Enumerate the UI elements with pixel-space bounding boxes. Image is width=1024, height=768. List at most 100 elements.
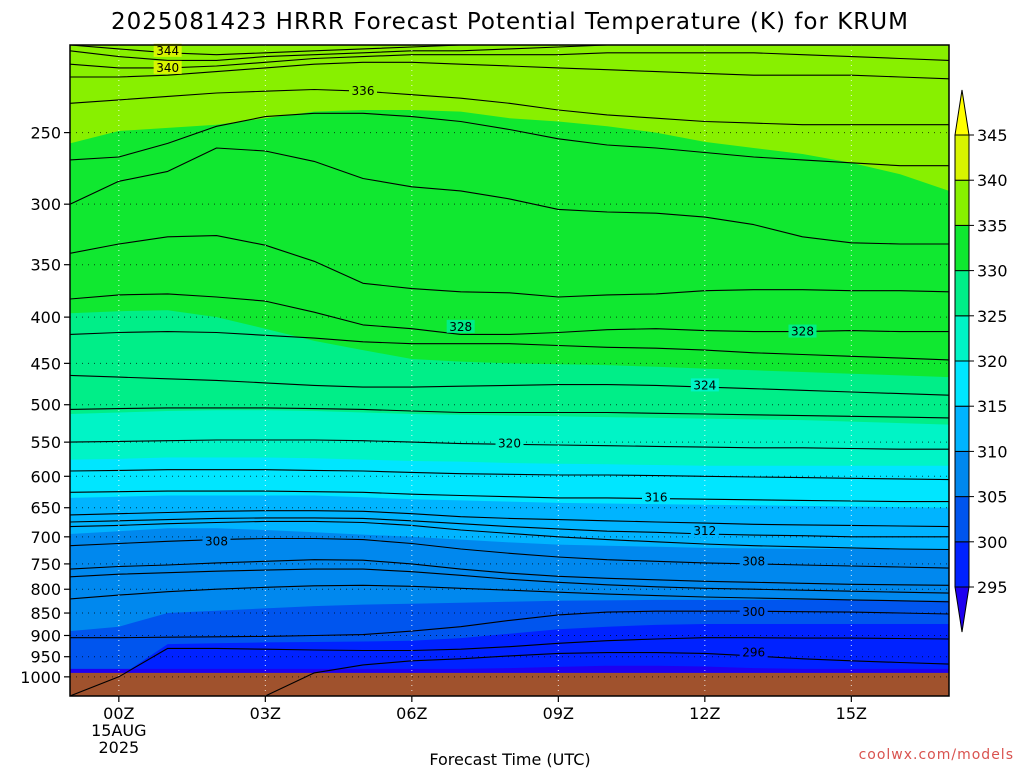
contour-label: 308 <box>742 554 765 568</box>
x-tick-label: 09Z <box>543 704 574 723</box>
y-tick-label: 950 <box>30 648 61 667</box>
colorbar: 295 300 305 310 315 320 325 330 335 340 345 <box>954 89 1008 633</box>
x-tick-label: 15Z <box>836 704 867 723</box>
x-tick-label: 12Z <box>689 704 720 723</box>
contour-line-326 <box>70 331 949 361</box>
colorbar-segment-300 <box>954 496 970 543</box>
y-tick-label: 550 <box>30 433 61 452</box>
contour-line-324 <box>70 374 949 396</box>
contour-label-bg <box>495 436 524 450</box>
colorbar-min-arrow <box>954 586 970 633</box>
contour-lines <box>70 45 949 696</box>
colorbar-segment-305 <box>954 450 970 498</box>
contour-label: 340 <box>156 61 179 75</box>
x-tick-label: 03Z <box>250 704 281 723</box>
y-tick-label: 450 <box>30 354 61 373</box>
contour-line-296 <box>70 652 949 696</box>
contour-line-336 <box>70 88 949 126</box>
chart-title: 2025081423 HRRR Forecast Potential Tempe… <box>111 9 909 35</box>
contour-labels: 344 340 336 328 328 324 320 316 312 308 308 300 296 <box>153 43 817 660</box>
contour-line-340 <box>70 52 949 69</box>
colorbar-label: 320 <box>977 352 1008 371</box>
colorbar-segment-295 <box>954 541 970 588</box>
colorbar-segment-335 <box>954 179 970 226</box>
colorbar-segment-325 <box>954 270 970 317</box>
y-tick-label: 800 <box>30 580 61 599</box>
colorbar-label: 335 <box>977 216 1008 235</box>
contour-label-bg <box>788 324 817 338</box>
contour-label: 296 <box>742 646 765 660</box>
x-axis-label: Forecast Time (UTC) <box>429 750 590 768</box>
contour-line-304 <box>70 568 949 594</box>
ground-layer <box>70 672 949 696</box>
contour-label-bg <box>446 319 475 333</box>
contour-label: 312 <box>693 524 716 538</box>
contour-label-bg <box>739 605 768 619</box>
y-tick-label: 300 <box>30 195 61 214</box>
x-tick-label: 06Z <box>396 704 427 723</box>
contour-line-300 <box>70 610 949 639</box>
contour-line-302 <box>70 584 949 603</box>
colorbar-max-arrow <box>954 89 970 136</box>
contour-label: 324 <box>693 378 716 392</box>
contour-label-bg <box>153 60 182 74</box>
y-tick-label: 500 <box>30 396 61 415</box>
y-tick-label: 1000 <box>20 668 61 687</box>
filled-contours <box>70 45 949 696</box>
contour-line-318 <box>70 469 949 481</box>
colorbar-label: 310 <box>977 442 1008 461</box>
contour-label: 300 <box>742 605 765 619</box>
x-tick-label: 00Z <box>103 704 134 723</box>
colorbar-segment-330 <box>954 224 970 272</box>
y-tick-label: 400 <box>30 308 61 327</box>
y-tick-label: 750 <box>30 555 61 574</box>
contour-label-bg <box>153 43 182 57</box>
colorbar-segment-310 <box>954 405 970 452</box>
contour-line-312 <box>70 517 949 538</box>
y-tick-label: 700 <box>30 528 61 547</box>
y-tick-label: 600 <box>30 467 61 486</box>
contour-label: 328 <box>791 325 814 339</box>
contour-label: 320 <box>498 437 521 451</box>
y-tick-label: 900 <box>30 626 61 645</box>
plot-frame <box>69 44 950 697</box>
contour-line-316 <box>70 490 949 503</box>
y-tick-label: 650 <box>30 499 61 518</box>
contour-label: 328 <box>449 320 472 334</box>
contour-line-322 <box>70 407 949 419</box>
contour-line-342 <box>70 45 949 61</box>
contour-label-bg <box>202 534 231 548</box>
contour-label: 308 <box>205 534 228 548</box>
x-tick-year: 2025 <box>98 738 139 757</box>
y-tick-label: 250 <box>30 124 61 143</box>
contour-line-298 <box>70 637 949 696</box>
contour-line-330 <box>70 235 949 298</box>
contour-line-332 <box>70 147 949 245</box>
colorbar-label: 345 <box>977 126 1008 145</box>
contour-label-bg <box>739 645 768 659</box>
colorbar-segment-315 <box>954 360 970 407</box>
contour-line-306 <box>70 559 949 586</box>
y-axis: 250 300 350 400 450 500 550 600 650 700 750 800 850 9… <box>20 124 70 687</box>
contour-line-338 <box>70 61 949 80</box>
colorbar-label: 330 <box>977 262 1008 281</box>
x-tick-date: 15AUG <box>91 721 146 740</box>
colorbar-label: 300 <box>977 533 1008 552</box>
colorbar-label: 325 <box>977 307 1008 326</box>
contour-label-bg <box>690 378 719 392</box>
colorbar-segment-320 <box>954 315 970 362</box>
colorbar-label: 340 <box>977 171 1008 190</box>
y-tick-label: 350 <box>30 256 61 275</box>
contour-label: 316 <box>645 490 668 504</box>
credit-text: coolwx.com/models <box>859 747 1014 763</box>
colorbar-label: 315 <box>977 397 1008 416</box>
colorbar-segment-340 <box>954 134 970 181</box>
colorbar-label: 295 <box>977 578 1008 597</box>
contour-label: 336 <box>352 84 375 98</box>
ground-fill <box>70 672 949 696</box>
contour-line-334 <box>70 112 949 167</box>
contour-line-310 <box>70 520 949 551</box>
contour-label-bg <box>690 524 719 538</box>
